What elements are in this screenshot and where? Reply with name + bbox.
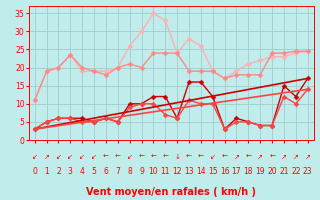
- Text: ←: ←: [103, 154, 109, 160]
- Text: 4: 4: [80, 166, 84, 176]
- Text: 1: 1: [44, 166, 49, 176]
- Text: 19: 19: [255, 166, 265, 176]
- Text: ↙: ↙: [91, 154, 97, 160]
- Text: ↙: ↙: [210, 154, 216, 160]
- Text: ↗: ↗: [44, 154, 50, 160]
- Text: ↙: ↙: [68, 154, 73, 160]
- Text: ↗: ↗: [293, 154, 299, 160]
- Text: 3: 3: [68, 166, 73, 176]
- Text: 22: 22: [291, 166, 300, 176]
- Text: ↗: ↗: [257, 154, 263, 160]
- Text: ←: ←: [222, 154, 228, 160]
- Text: ↙: ↙: [56, 154, 61, 160]
- Text: ←: ←: [269, 154, 275, 160]
- Text: ←: ←: [198, 154, 204, 160]
- Text: 20: 20: [267, 166, 277, 176]
- Text: ←: ←: [115, 154, 121, 160]
- Text: 2: 2: [56, 166, 61, 176]
- Text: ←: ←: [150, 154, 156, 160]
- Text: 18: 18: [244, 166, 253, 176]
- Text: 0: 0: [32, 166, 37, 176]
- Text: 10: 10: [148, 166, 158, 176]
- Text: ←: ←: [186, 154, 192, 160]
- Text: 16: 16: [220, 166, 229, 176]
- Text: 7: 7: [116, 166, 120, 176]
- Text: 17: 17: [232, 166, 241, 176]
- Text: 8: 8: [127, 166, 132, 176]
- Text: 5: 5: [92, 166, 97, 176]
- Text: Vent moyen/en rafales ( km/h ): Vent moyen/en rafales ( km/h ): [86, 187, 256, 197]
- Text: ↗: ↗: [281, 154, 287, 160]
- Text: 23: 23: [303, 166, 312, 176]
- Text: ←: ←: [245, 154, 251, 160]
- Text: 6: 6: [103, 166, 108, 176]
- Text: ↙: ↙: [79, 154, 85, 160]
- Text: ↗: ↗: [305, 154, 311, 160]
- Text: ←: ←: [162, 154, 168, 160]
- Text: 15: 15: [208, 166, 218, 176]
- Text: ↙: ↙: [127, 154, 132, 160]
- Text: 13: 13: [184, 166, 194, 176]
- Text: ←: ←: [139, 154, 144, 160]
- Text: ↙: ↙: [32, 154, 38, 160]
- Text: ↓: ↓: [174, 154, 180, 160]
- Text: 14: 14: [196, 166, 206, 176]
- Text: 9: 9: [139, 166, 144, 176]
- Text: 21: 21: [279, 166, 289, 176]
- Text: 12: 12: [172, 166, 182, 176]
- Text: 11: 11: [161, 166, 170, 176]
- Text: ↗: ↗: [234, 154, 239, 160]
